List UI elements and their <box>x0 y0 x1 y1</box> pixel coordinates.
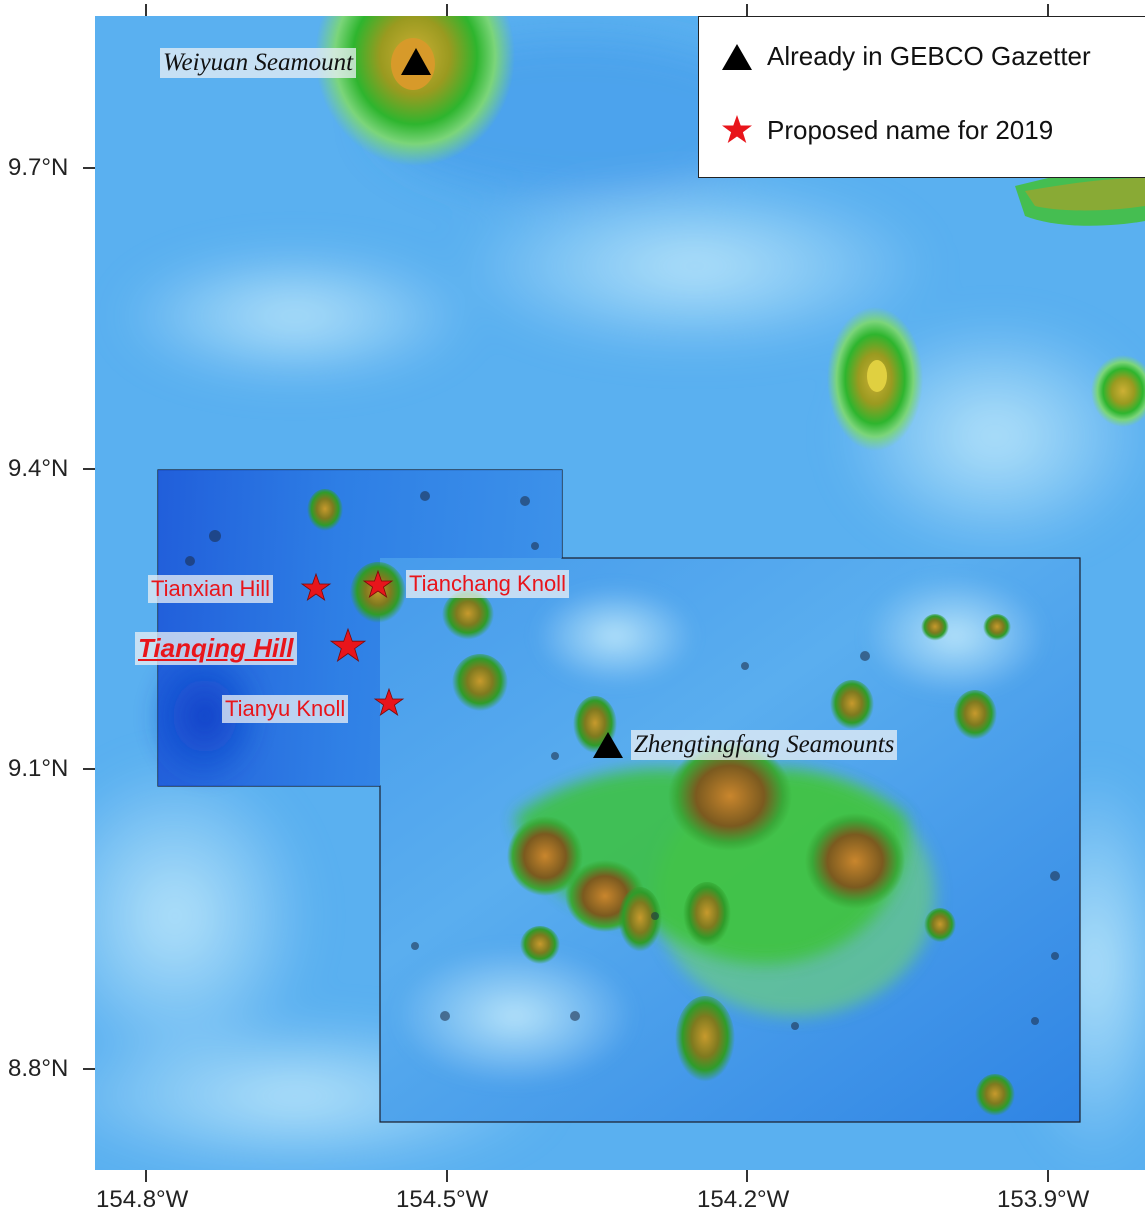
label-weiyuan-seamount: Weiyuan Seamount <box>160 48 357 78</box>
x-tick-top-4 <box>1047 4 1049 16</box>
x-tick-bottom-3 <box>746 1170 748 1182</box>
red-star-icon <box>722 115 752 143</box>
x-tick-bottom-2 <box>446 1170 448 1182</box>
tianqing-star-icon <box>329 627 367 663</box>
label-tianyu-knoll: Tianyu Knoll <box>222 695 349 723</box>
label-tianxian-hill: Tianxian Hill <box>148 575 274 603</box>
label-zhengtingfang-seamounts: Zhengtingfang Seamounts <box>631 730 898 760</box>
y-tick-label-1: 9.7°N <box>8 154 69 181</box>
legend-item-proposed: Proposed name for 2019 <box>721 114 1053 146</box>
black-triangle-icon <box>722 43 752 70</box>
y-tick-label-4: 8.8°N <box>8 1055 69 1082</box>
x-tick-bottom-1 <box>145 1170 147 1182</box>
tianchang-star-icon <box>362 569 394 598</box>
x-tick-top-1 <box>145 4 147 16</box>
tianyu-star-icon <box>373 687 405 716</box>
x-tick-label-1: 154.8°W <box>96 1186 189 1213</box>
x-tick-label-3: 154.2°W <box>697 1186 790 1213</box>
legend: Already in GEBCO Gazetter Proposed name … <box>698 16 1145 178</box>
y-tick-label-3: 9.1°N <box>8 755 69 782</box>
y-tick-4 <box>83 1068 95 1070</box>
x-tick-label-2: 154.5°W <box>396 1186 489 1213</box>
legend-label-proposed: Proposed name for 2019 <box>767 114 1054 145</box>
zhengtingfang-triangle-icon <box>593 732 623 758</box>
weiyuan-triangle-icon <box>401 48 431 75</box>
y-tick-3 <box>83 768 95 770</box>
y-tick-2 <box>83 468 95 470</box>
legend-item-existing: Already in GEBCO Gazetter <box>721 41 1091 72</box>
x-tick-top-3 <box>746 4 748 16</box>
y-tick-label-2: 9.4°N <box>8 455 69 482</box>
legend-label-existing: Already in GEBCO Gazetter <box>767 41 1091 71</box>
label-tianchang-knoll: Tianchang Knoll <box>406 570 569 598</box>
label-tianqing-hill: Tianqing Hill <box>135 632 297 665</box>
bathymetry-canvas <box>95 16 1145 1170</box>
x-tick-top-2 <box>446 4 448 16</box>
tianxian-star-icon <box>300 572 332 601</box>
bathymetry-map <box>95 16 1145 1170</box>
y-tick-1 <box>83 167 95 169</box>
x-tick-label-4: 153.9°W <box>997 1186 1090 1213</box>
x-tick-bottom-4 <box>1047 1170 1049 1182</box>
